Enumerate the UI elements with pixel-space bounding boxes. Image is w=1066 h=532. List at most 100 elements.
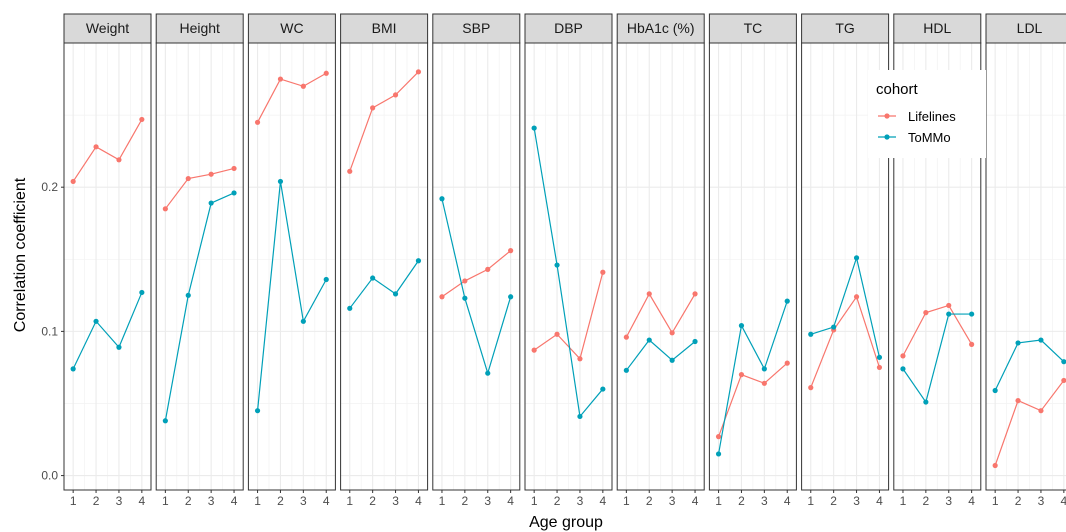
data-point-lifelines	[439, 294, 445, 300]
series-line-lifelines	[810, 295, 881, 388]
series-line-tommo	[902, 313, 972, 404]
data-point-tommo	[900, 366, 906, 372]
data-point-lifelines	[462, 278, 468, 284]
data-point-tommo	[392, 291, 399, 297]
data-point-lifelines	[577, 356, 583, 362]
series-line-tommo	[164, 192, 235, 421]
data-point-tommo	[761, 366, 767, 372]
panel-border	[524, 42, 613, 491]
x-tick-label: 2	[93, 494, 100, 508]
x-tick-label: 3	[853, 494, 860, 508]
facet-panels: Weight 1 2 3 4 Height 1 2 3 4 WC 1 2 3 4 BMI 1 2 3 4 SBP 1 2 3 4…	[63, 13, 1066, 508]
data-point-tommo	[853, 255, 860, 261]
series-line-lifelines	[994, 380, 1065, 466]
legend-label: Lifelines	[908, 109, 956, 124]
series-line-lifelines	[349, 71, 419, 172]
data-point-tommo	[738, 323, 745, 329]
x-tick-label: 1	[992, 494, 999, 508]
series-line-tommo	[625, 339, 696, 371]
x-tick-label: 3	[761, 494, 768, 508]
x-tick-label: 1	[254, 494, 261, 508]
data-point-lifelines	[715, 434, 722, 440]
series-line-lifelines	[441, 250, 512, 298]
series-line-tommo	[349, 260, 419, 309]
x-tick-label: 1	[623, 494, 630, 508]
data-point-lifelines	[231, 165, 237, 172]
data-point-tommo	[600, 386, 606, 392]
data-point-tommo	[876, 354, 883, 360]
data-point-lifelines	[623, 334, 629, 340]
x-tick-label: 3	[300, 494, 307, 508]
data-point-tommo	[831, 324, 837, 330]
x-tick-label: 2	[738, 494, 745, 508]
panel-border	[340, 42, 429, 491]
data-point-lifelines	[323, 70, 329, 76]
series-line-tommo	[810, 255, 881, 358]
x-tick-label: 1	[807, 494, 814, 508]
data-point-lifelines	[70, 178, 76, 185]
data-point-tommo	[462, 295, 468, 301]
facet-strip-label: SBP	[462, 20, 490, 36]
facet-panel: HbA1c (%) 1 2 3 4	[616, 13, 705, 508]
facet-panel: WC 1 2 3 4	[247, 13, 336, 508]
x-tick-label: 3	[484, 494, 491, 508]
x-tick-label: 1	[531, 494, 538, 508]
data-point-tommo	[1038, 337, 1044, 343]
data-point-tommo	[1015, 340, 1021, 346]
data-point-tommo	[162, 418, 168, 424]
data-point-tommo	[485, 370, 491, 376]
panel-border	[247, 42, 336, 491]
series-line-lifelines	[902, 304, 973, 357]
x-axis-title: Age group	[529, 514, 603, 531]
facet-strip	[616, 13, 705, 44]
panel-border	[893, 42, 982, 491]
facet-strip	[340, 13, 429, 44]
data-point-tommo	[415, 258, 422, 264]
data-point-tommo	[992, 387, 998, 394]
facet-strip	[247, 13, 336, 44]
x-tick-label: 4	[231, 494, 238, 508]
data-point-tommo	[554, 262, 560, 268]
facet-strip-label: BMI	[372, 20, 397, 36]
data-point-tommo	[784, 298, 790, 304]
data-point-tommo	[93, 318, 99, 324]
facet-strip-label: TG	[835, 20, 854, 36]
data-point-lifelines	[139, 116, 145, 123]
panel-border	[616, 42, 705, 491]
y-tick-label: 0.1	[41, 324, 58, 338]
y-axis-title: Correlation coefficient	[12, 177, 29, 332]
facet-strip-label: Height	[179, 20, 220, 36]
facet-panel: BMI 1 2 3 4	[340, 13, 429, 508]
data-point-lifelines	[370, 105, 376, 111]
x-tick-label: 4	[323, 494, 330, 508]
facet-strip-label: LDL	[1017, 20, 1043, 36]
data-point-tommo	[185, 292, 191, 298]
x-tick-label: 1	[439, 494, 446, 508]
series-line-tommo	[533, 127, 604, 418]
data-point-lifelines	[347, 168, 353, 174]
panel-border	[985, 42, 1066, 491]
facet-strip	[524, 13, 613, 44]
data-point-tommo	[715, 451, 722, 457]
panel-border	[801, 42, 890, 491]
data-point-lifelines	[808, 385, 814, 391]
series-line-lifelines	[533, 272, 604, 360]
facet-strip-label: HbA1c (%)	[627, 20, 695, 36]
x-tick-label: 4	[415, 494, 422, 508]
data-point-tommo	[370, 275, 376, 281]
series-line-lifelines	[717, 362, 788, 437]
data-point-tommo	[646, 337, 652, 343]
series-line-tommo	[994, 339, 1065, 391]
data-point-tommo	[231, 190, 237, 196]
data-point-lifelines	[392, 92, 399, 98]
data-point-tommo	[277, 178, 284, 185]
series-line-tommo	[72, 292, 143, 370]
x-tick-label: 3	[208, 494, 215, 508]
x-tick-label: 2	[462, 494, 469, 508]
panel-border	[432, 42, 521, 491]
data-point-tommo	[139, 289, 145, 296]
x-tick-label: 4	[507, 494, 514, 508]
data-point-lifelines	[185, 175, 191, 182]
data-point-tommo	[923, 399, 929, 405]
legend-key-point	[884, 134, 890, 140]
